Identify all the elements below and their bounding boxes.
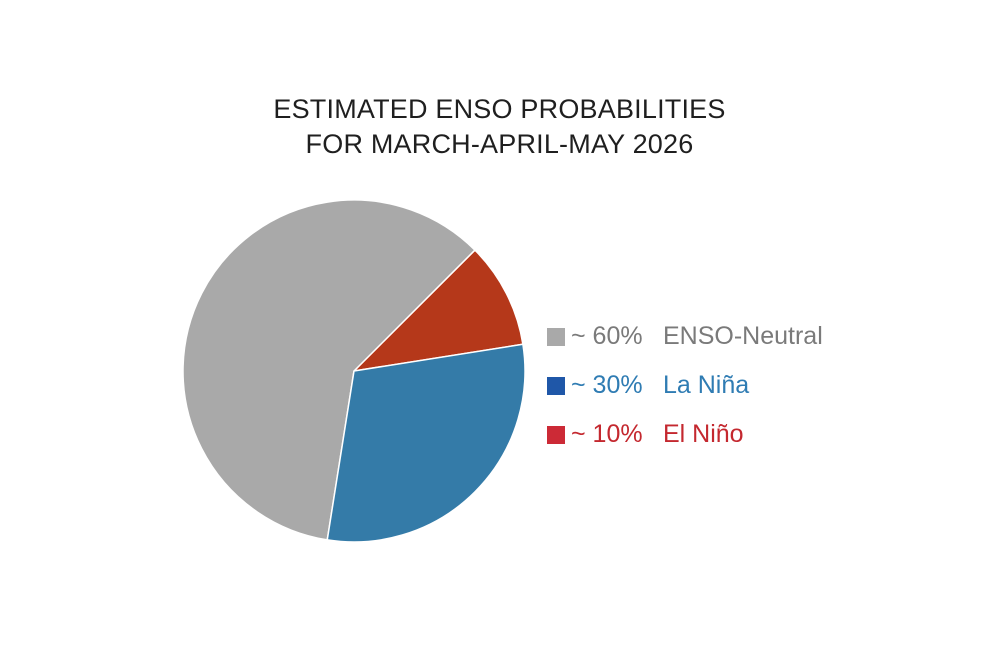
legend-item-el-nino: ~ 10% El Niño xyxy=(547,410,823,459)
legend-label-el-nino: El Niño xyxy=(663,420,744,448)
legend-value-enso-neutral: ~ 60% xyxy=(571,322,643,350)
chart-legend: ~ 60% ENSO-Neutral ~ 30% La Niña ~ 10% E… xyxy=(547,312,823,459)
legend-item-enso-neutral: ~ 60% ENSO-Neutral xyxy=(547,312,823,361)
chart-title-line-2: FOR MARCH-APRIL-MAY 2026 xyxy=(305,129,694,159)
legend-swatch-enso-neutral xyxy=(547,327,565,346)
chart-title: ESTIMATED ENSO PROBABILITIES FOR MARCH-A… xyxy=(0,92,999,162)
pie-slice-la-nina xyxy=(326,343,526,543)
pie-slice-el-nino xyxy=(353,249,524,372)
pie-slice-enso-neutral xyxy=(182,199,476,541)
legend-label-enso-neutral: ENSO-Neutral xyxy=(663,322,823,350)
chart-title-line-1: ESTIMATED ENSO PROBABILITIES xyxy=(273,94,726,124)
legend-swatch-la-nina xyxy=(547,376,565,395)
legend-item-la-nina: ~ 30% La Niña xyxy=(547,361,823,410)
legend-swatch-el-nino xyxy=(547,425,565,444)
legend-label-la-nina: La Niña xyxy=(663,371,750,399)
legend-value-el-nino: ~ 10% xyxy=(571,420,643,448)
legend-value-la-nina: ~ 30% xyxy=(571,371,643,399)
